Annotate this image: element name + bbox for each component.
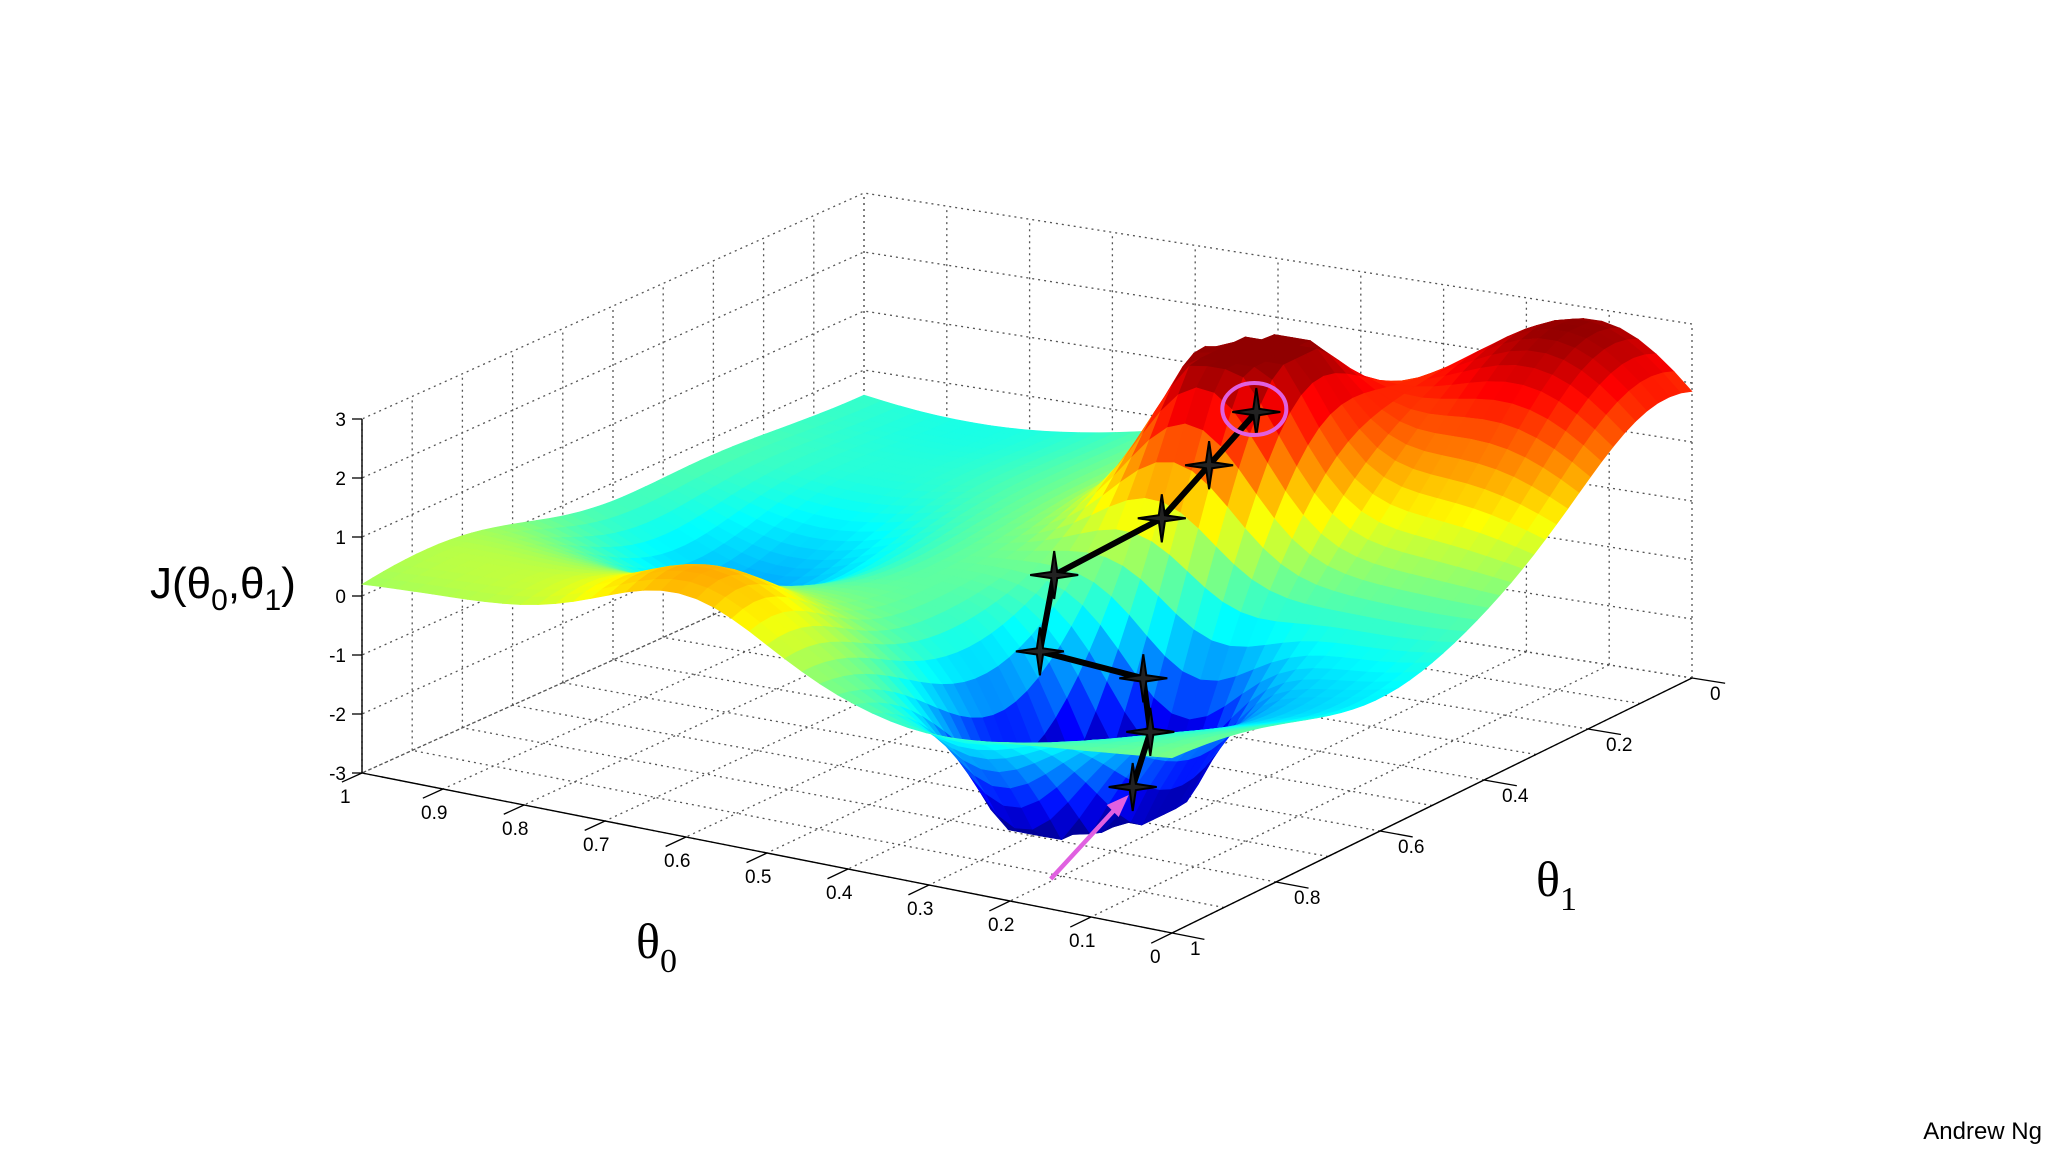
start-circle-annotation — [1220, 381, 1289, 438]
theta0-tick-mark — [989, 900, 1011, 912]
theta0-tick-mark — [341, 772, 363, 783]
floor-grid-line — [685, 598, 1196, 838]
z-tick-label: 2 — [335, 469, 346, 490]
z-tick-label: -1 — [329, 646, 346, 667]
theta0-tick-label: 0.8 — [502, 819, 528, 840]
y-axis-title: θ1 — [1536, 851, 1577, 918]
theta1-tick-label: 0.2 — [1606, 735, 1632, 756]
author-credit: Andrew Ng — [1923, 1118, 2042, 1145]
theta0-tick-mark — [746, 852, 768, 864]
theta1-tick-mark — [1171, 932, 1205, 941]
gradient-descent-path — [1015, 381, 1289, 881]
floor-grid-line — [512, 704, 1329, 858]
theta0-tick-mark — [584, 820, 606, 831]
theta0-tick-label: 0.7 — [583, 835, 609, 856]
axis-titles: J(θ0,θ1) θ0 θ1 — [150, 559, 1577, 980]
theta0-tick-label: 0.1 — [1069, 931, 1095, 952]
z-tick-label: 0 — [335, 587, 346, 608]
theta0-tick-mark — [665, 836, 687, 848]
z-tick-label: 1 — [335, 528, 346, 549]
floor-grid-line — [928, 638, 1444, 886]
descent-step-marker — [1015, 627, 1065, 676]
end-arrow-annotation — [1049, 801, 1123, 881]
theta1-tick-mark — [1691, 677, 1726, 684]
theta0-tick-mark — [1069, 916, 1092, 928]
theta1-tick-label: 0.4 — [1502, 786, 1529, 807]
end-arrow-head — [1106, 794, 1129, 817]
z-axis-title: J(θ0,θ1) — [150, 559, 296, 617]
floor-grid-line — [462, 727, 1277, 883]
surface-patch — [1154, 751, 1184, 759]
theta0-tick-mark — [827, 868, 849, 880]
descent-step-marker — [1030, 550, 1079, 600]
cost-surface — [361, 318, 1693, 841]
theta1-tick-mark — [1379, 830, 1413, 838]
theta0-tick-mark — [503, 804, 525, 815]
floor-grid-line — [523, 572, 1030, 806]
descent-step-marker — [1108, 762, 1157, 812]
x-axis-title: θ0 — [636, 913, 677, 980]
theta0-tick-label: 0.5 — [745, 867, 771, 888]
theta1-tick-mark — [1275, 881, 1309, 889]
z-tick-label: -2 — [329, 705, 346, 726]
axis-ticks: 1 0.9 0.8 0.7 0.6 0.5 0.4 0.3 0.2 0.1 0 0 0.2 0.4 0.6 0… — [329, 410, 1726, 968]
floor-grid-line — [1090, 664, 1610, 918]
theta0-tick-mark — [908, 884, 930, 896]
descent-step-marker — [1184, 441, 1234, 490]
theta1-tick-label: 0.6 — [1398, 837, 1424, 858]
theta0-tick-label: 0.9 — [421, 803, 447, 824]
z-tick-label: -3 — [329, 764, 346, 785]
theta0-tick-label: 0.4 — [826, 883, 853, 904]
theta1-tick-label: 0.8 — [1294, 888, 1320, 909]
theta0-tick-label: 0 — [1150, 947, 1161, 968]
floor-grid-line — [713, 614, 1537, 756]
theta0-tick-label: 0.2 — [988, 915, 1014, 936]
theta1-tick-label: 0 — [1710, 684, 1721, 705]
descent-step-marker — [1126, 707, 1175, 757]
theta0-tick-label: 1 — [340, 787, 351, 808]
theta1-axis-line — [1171, 677, 1693, 934]
descent-step-marker — [1137, 494, 1186, 543]
theta1-tick-mark — [1483, 779, 1517, 787]
floor-grid-line — [442, 559, 948, 790]
theta1-tick-label: 1 — [1190, 939, 1201, 960]
floor-grid-line — [663, 636, 1485, 781]
descent-step-marker — [1119, 654, 1168, 703]
theta0-tick-mark — [422, 788, 444, 799]
z-tick-label: 3 — [335, 410, 346, 431]
theta1-tick-mark — [1587, 728, 1622, 736]
theta0-tick-label: 0.6 — [664, 851, 690, 872]
theta0-tick-label: 0.3 — [907, 899, 933, 920]
theta0-tick-mark — [1150, 932, 1173, 944]
